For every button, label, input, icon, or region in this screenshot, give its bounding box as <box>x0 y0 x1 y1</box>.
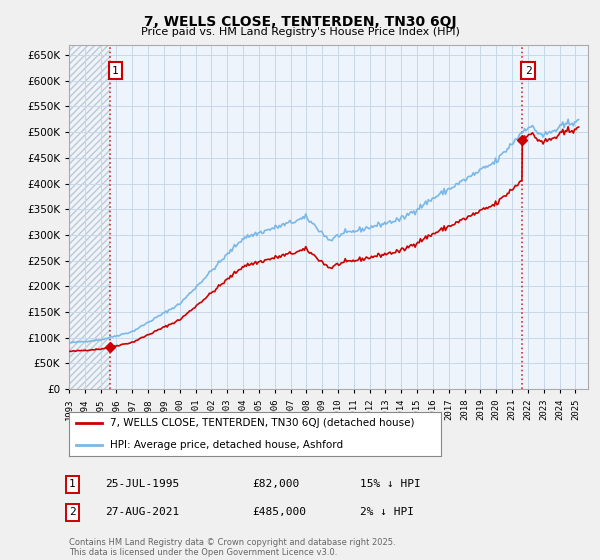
Text: 2: 2 <box>69 507 76 517</box>
Text: Contains HM Land Registry data © Crown copyright and database right 2025.
This d: Contains HM Land Registry data © Crown c… <box>69 538 395 557</box>
Text: 7, WELLS CLOSE, TENTERDEN, TN30 6QJ (detached house): 7, WELLS CLOSE, TENTERDEN, TN30 6QJ (det… <box>110 418 415 428</box>
Text: 25-JUL-1995: 25-JUL-1995 <box>105 479 179 489</box>
Text: HPI: Average price, detached house, Ashford: HPI: Average price, detached house, Ashf… <box>110 440 343 450</box>
Text: £485,000: £485,000 <box>252 507 306 517</box>
Text: Price paid vs. HM Land Registry's House Price Index (HPI): Price paid vs. HM Land Registry's House … <box>140 27 460 37</box>
Text: £82,000: £82,000 <box>252 479 299 489</box>
Text: 2% ↓ HPI: 2% ↓ HPI <box>360 507 414 517</box>
Bar <box>69 45 110 389</box>
Text: 7, WELLS CLOSE, TENTERDEN, TN30 6QJ: 7, WELLS CLOSE, TENTERDEN, TN30 6QJ <box>143 15 457 29</box>
Text: 27-AUG-2021: 27-AUG-2021 <box>105 507 179 517</box>
Text: 1: 1 <box>69 479 76 489</box>
Text: 15% ↓ HPI: 15% ↓ HPI <box>360 479 421 489</box>
Text: 1: 1 <box>112 66 119 76</box>
Text: 2: 2 <box>525 66 532 76</box>
